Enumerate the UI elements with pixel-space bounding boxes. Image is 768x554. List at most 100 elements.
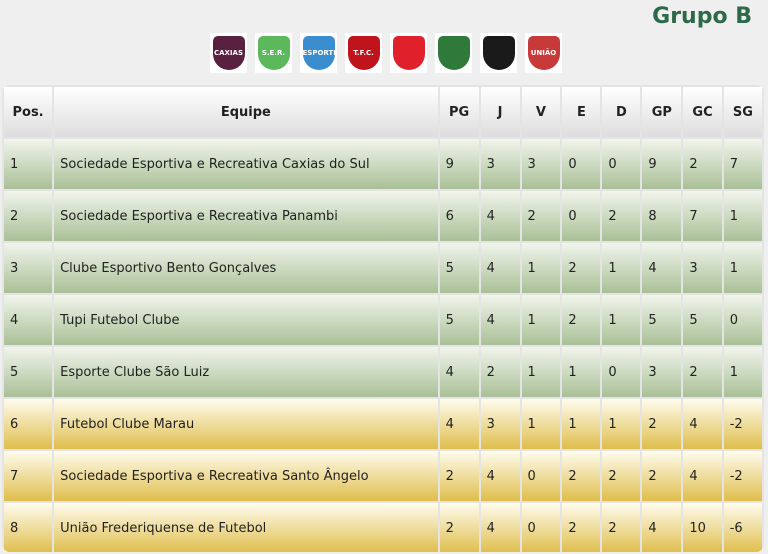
- table-row: 6 Futebol Clube Marau 4 3 1 1 1 2 4 -2: [4, 399, 762, 449]
- cell-gp: 5: [642, 295, 682, 345]
- standings-table: Pos. Equipe PG J V E D GP GC SG 1 Sociedade Esport…: [2, 85, 764, 552]
- column-header: Pos.: [4, 87, 53, 137]
- table-row: 1 Sociedade Esportiva e Recreativa Caxias…: [4, 139, 762, 189]
- cell-j: 4: [480, 243, 520, 293]
- cell-team: Sociedade Esportiva e Recreativa Caxias …: [54, 139, 438, 189]
- cell-e: 2: [562, 451, 601, 501]
- crest-icon: [392, 36, 425, 70]
- standings-table-container: Pos. Equipe PG J V E D GP GC SG 1 Sociedade Esport…: [2, 85, 764, 552]
- cell-pg: 5: [439, 295, 479, 345]
- cell-sg: 7: [723, 139, 762, 189]
- column-header: V: [521, 87, 561, 137]
- crest-icon: [437, 36, 470, 70]
- cell-sg: -2: [723, 451, 762, 501]
- team-logo-esportivo: ESPORTIVO: [300, 33, 337, 73]
- table-row: 2 Sociedade Esportiva e Recreativa Panamb…: [4, 191, 762, 241]
- cell-j: 4: [480, 295, 520, 345]
- cell-d: 2: [602, 451, 641, 501]
- cell-d: 2: [602, 191, 641, 241]
- column-header: E: [562, 87, 601, 137]
- cell-v: 2: [521, 191, 561, 241]
- cell-gp: 9: [642, 139, 682, 189]
- cell-gp: 3: [642, 347, 682, 397]
- crest-icon: T.F.C.: [347, 36, 380, 70]
- cell-gp: 2: [642, 399, 682, 449]
- cell-pos: 3: [4, 243, 53, 293]
- cell-gc: 4: [683, 399, 722, 449]
- cell-d: 1: [602, 295, 641, 345]
- cell-pos: 5: [4, 347, 53, 397]
- cell-j: 4: [480, 191, 520, 241]
- cell-v: 1: [521, 295, 561, 345]
- cell-d: 1: [602, 243, 641, 293]
- cell-pg: 6: [439, 191, 479, 241]
- cell-gp: 2: [642, 451, 682, 501]
- cell-d: 2: [602, 503, 641, 552]
- cell-team: Futebol Clube Marau: [54, 399, 438, 449]
- team-logo-caxias: CAXIAS: [210, 33, 247, 73]
- cell-pg: 4: [439, 399, 479, 449]
- table-row: 5 Esporte Clube São Luiz 4 2 1 1 0 3 2 1: [4, 347, 762, 397]
- column-header: GC: [683, 87, 722, 137]
- table-row: 8 União Frederiquense de Futebol 2 4 0 2 2 4 10-…: [4, 503, 762, 552]
- team-logo-sao-luiz: [390, 33, 427, 73]
- cell-j: 2: [480, 347, 520, 397]
- cell-gc: 2: [683, 139, 722, 189]
- cell-d: 0: [602, 139, 641, 189]
- cell-gc: 2: [683, 347, 722, 397]
- team-logo-santo-angelo: [480, 33, 517, 73]
- team-logo-tupi: T.F.C.: [345, 33, 382, 73]
- team-logo-marau: [435, 33, 472, 73]
- cell-d: 1: [602, 399, 641, 449]
- cell-e: 2: [562, 243, 601, 293]
- cell-sg: 1: [723, 347, 762, 397]
- crest-icon: S.E.R.: [257, 36, 290, 70]
- cell-pg: 2: [439, 503, 479, 552]
- cell-gp: 4: [642, 503, 682, 552]
- crest-icon: CAXIAS: [212, 36, 245, 70]
- crest-icon: [482, 36, 515, 70]
- cell-team: Sociedade Esportiva e Recreativa Santo Â…: [54, 451, 438, 501]
- cell-sg: 1: [723, 243, 762, 293]
- team-logo-panambi: S.E.R.: [255, 33, 292, 73]
- cell-team: Clube Esportivo Bento Gonçalves: [54, 243, 438, 293]
- team-logos: CAXIAS S.E.R. ESPORTIVO T.F.C. UNIÃO: [210, 33, 562, 73]
- cell-sg: 0: [723, 295, 762, 345]
- cell-pos: 7: [4, 451, 53, 501]
- crest-icon: UNIÃO: [527, 36, 560, 70]
- cell-j: 4: [480, 503, 520, 552]
- cell-e: 0: [562, 191, 601, 241]
- column-header: SG: [723, 87, 762, 137]
- cell-pg: 5: [439, 243, 479, 293]
- cell-team: Sociedade Esportiva e Recreativa Panambi: [54, 191, 438, 241]
- cell-pos: 8: [4, 503, 53, 552]
- cell-v: 3: [521, 139, 561, 189]
- cell-gc: 10: [683, 503, 722, 552]
- cell-e: 1: [562, 347, 601, 397]
- table-row: 7 Sociedade Esportiva e Recreativa Santo …: [4, 451, 762, 501]
- cell-team: Tupi Futebol Clube: [54, 295, 438, 345]
- cell-j: 3: [480, 139, 520, 189]
- cell-e: 2: [562, 295, 601, 345]
- cell-pos: 1: [4, 139, 53, 189]
- column-header: J: [480, 87, 520, 137]
- cell-pg: 2: [439, 451, 479, 501]
- cell-gp: 4: [642, 243, 682, 293]
- column-header: D: [602, 87, 641, 137]
- group-title: Grupo B: [652, 4, 752, 29]
- table-row: 4 Tupi Futebol Clube 5 4 1 2 1 5 5 0: [4, 295, 762, 345]
- team-logo-uniao: UNIÃO: [525, 33, 562, 73]
- column-header: GP: [642, 87, 682, 137]
- cell-pg: 4: [439, 347, 479, 397]
- cell-pg: 9: [439, 139, 479, 189]
- cell-j: 4: [480, 451, 520, 501]
- cell-gc: 5: [683, 295, 722, 345]
- cell-pos: 6: [4, 399, 53, 449]
- cell-sg: 1: [723, 191, 762, 241]
- cell-gc: 3: [683, 243, 722, 293]
- column-header: PG: [439, 87, 479, 137]
- cell-sg: -2: [723, 399, 762, 449]
- crest-icon: ESPORTIVO: [302, 36, 335, 70]
- cell-e: 1: [562, 399, 601, 449]
- cell-e: 0: [562, 139, 601, 189]
